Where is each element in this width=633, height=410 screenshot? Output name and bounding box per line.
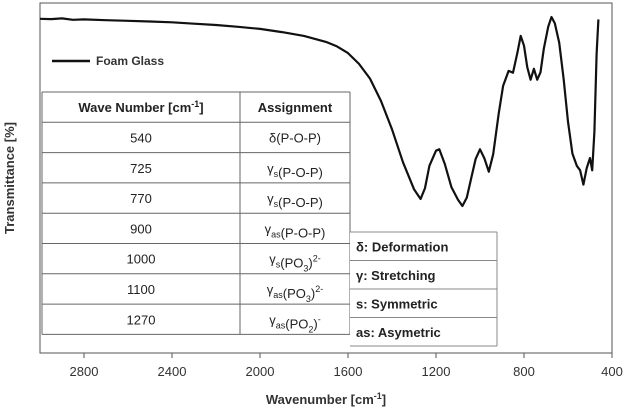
y-axis-title: Transmittance [%] — [2, 122, 17, 234]
assignment-table: Wave Number [cm-1] Assignment 540 δ(P-O-P) 7… — [41, 91, 351, 335]
x-tick-label: 400 — [601, 364, 623, 379]
series-line-foam-glass — [39, 15, 600, 208]
table-cell-assignment: γs(P-O-P) — [267, 191, 323, 210]
note-entry: γ: Stretching — [356, 268, 436, 283]
x-tick-label: 800 — [513, 364, 535, 379]
table-cell-assignment: γas(PO3)2- — [267, 282, 324, 304]
table-cell-wavenumber: 1270 — [127, 312, 156, 327]
x-axis-ticks: 2800 2400 2000 1600 1200 800 400 — [70, 353, 623, 379]
x-axis-title-end: ] — [382, 392, 386, 407]
x-tick-label: 2000 — [246, 364, 275, 379]
table-cell-assignment: γas(P-O-P) — [265, 221, 326, 240]
table-header-assignment: Assignment — [258, 100, 333, 115]
table-cell-wavenumber: 900 — [130, 221, 152, 236]
notes-box: δ: Deformation γ: Stretching s: Symmetric a… — [350, 231, 498, 347]
x-tick-label: 2400 — [158, 364, 187, 379]
x-tick-label: 1200 — [422, 364, 451, 379]
table-header-wave-number: Wave Number [cm-1] — [78, 99, 203, 115]
legend: Foam Glass — [52, 54, 164, 68]
table-cell-wavenumber: 1100 — [127, 282, 155, 297]
table-cell-assignment: γas(PO2)- — [269, 312, 321, 334]
note-entry: as: Asymetric — [356, 325, 441, 340]
table-cell-assignment: δ(P-O-P) — [269, 130, 321, 145]
x-axis-title-sup: -1 — [374, 391, 382, 401]
plot-border — [39, 2, 613, 354]
plot-frame — [39, 2, 613, 354]
table-cell-wavenumber: 725 — [130, 161, 152, 176]
table-cell-assignment: γs(P-O-P) — [267, 161, 323, 180]
x-tick-label: 2800 — [70, 364, 99, 379]
legend-label-foam-glass: Foam Glass — [96, 54, 164, 68]
table-cell-assignment: γs(PO3)2- — [269, 252, 321, 274]
x-axis-title: Wavenumber [cm-1] — [266, 391, 386, 407]
x-axis-title-main: Wavenumber [cm — [266, 392, 374, 407]
table-cell-wavenumber: 770 — [130, 191, 152, 206]
x-tick-label: 1600 — [334, 364, 363, 379]
note-entry: δ: Deformation — [356, 239, 448, 254]
table-cell-wavenumber: 1000 — [127, 252, 156, 267]
series-layer — [39, 15, 600, 208]
table-cell-wavenumber: 540 — [130, 130, 152, 145]
note-entry: s: Symmetric — [356, 296, 438, 311]
